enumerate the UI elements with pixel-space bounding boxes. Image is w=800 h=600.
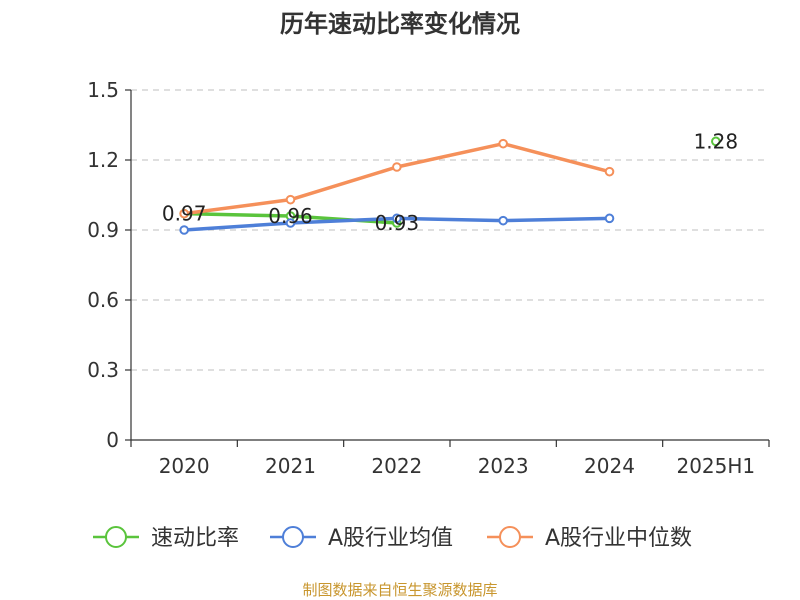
y-tick-label: 0.6 xyxy=(87,288,119,312)
series-line-A股行业中位数 xyxy=(183,141,610,216)
legend-item[interactable]: A股行业中位数 xyxy=(487,526,692,551)
x-tick-label: 2023 xyxy=(478,454,529,478)
legend-marker-icon xyxy=(105,526,127,548)
grid-lines xyxy=(131,89,769,371)
y-tick-label: 0 xyxy=(106,428,119,452)
legend-item[interactable]: 速动比率 xyxy=(93,526,239,551)
legend-label: 速动比率 xyxy=(151,526,239,551)
x-tick-label: 2020 xyxy=(159,454,210,478)
data-point-A股行业中位数 xyxy=(179,208,189,219)
data-point-A股行业中位数 xyxy=(604,166,615,177)
source-note: 制图数据来自恒生聚源数据库 xyxy=(302,581,497,599)
y-axis: 0 0.3 0.6 0.9 1.2 1.5 xyxy=(87,78,132,452)
data-point-A股行业均值 xyxy=(179,225,189,235)
series-layer xyxy=(179,136,721,235)
data-label: 0.96 xyxy=(268,204,313,228)
y-tick-label: 1.5 xyxy=(87,78,119,102)
data-label: 0.97 xyxy=(162,202,207,226)
y-tick-label: 0.9 xyxy=(87,218,119,242)
x-tick-label: 2021 xyxy=(265,454,316,478)
data-point-A股行业均值 xyxy=(285,218,296,228)
legend-label: A股行业中位数 xyxy=(545,526,692,551)
x-axis: 2020 2021 2022 2023 2024 2025H1 xyxy=(130,439,770,478)
legend-label: A股行业均值 xyxy=(328,526,453,551)
x-tick-label: 2025H1 xyxy=(676,454,755,478)
data-label: 0.93 xyxy=(375,211,420,235)
y-tick-label: 1.2 xyxy=(87,148,119,172)
data-point-A股行业中位数 xyxy=(392,162,402,172)
legend-marker-icon xyxy=(499,526,521,548)
data-labels: 0.97 0.96 0.93 1.28 xyxy=(162,129,738,235)
legend[interactable]: 速动比率 A股行业均值 A股行业中位数 xyxy=(93,526,692,551)
data-point-A股行业均值 xyxy=(604,213,615,224)
x-tick-label: 2024 xyxy=(584,454,635,478)
data-label: 1.28 xyxy=(694,129,739,153)
data-point-A股行业均值 xyxy=(392,213,402,224)
data-point-A股行业中位数 xyxy=(498,138,508,149)
chart-title: 历年速动比率变化情况 xyxy=(280,10,520,38)
data-point-速动比率 xyxy=(711,136,721,147)
y-tick-label: 0.3 xyxy=(87,358,119,382)
legend-marker-icon xyxy=(282,526,304,548)
legend-item[interactable]: A股行业均值 xyxy=(270,526,453,551)
data-point-A股行业均值 xyxy=(498,215,508,226)
data-point-A股行业中位数 xyxy=(285,194,296,205)
x-tick-label: 2022 xyxy=(371,454,422,478)
